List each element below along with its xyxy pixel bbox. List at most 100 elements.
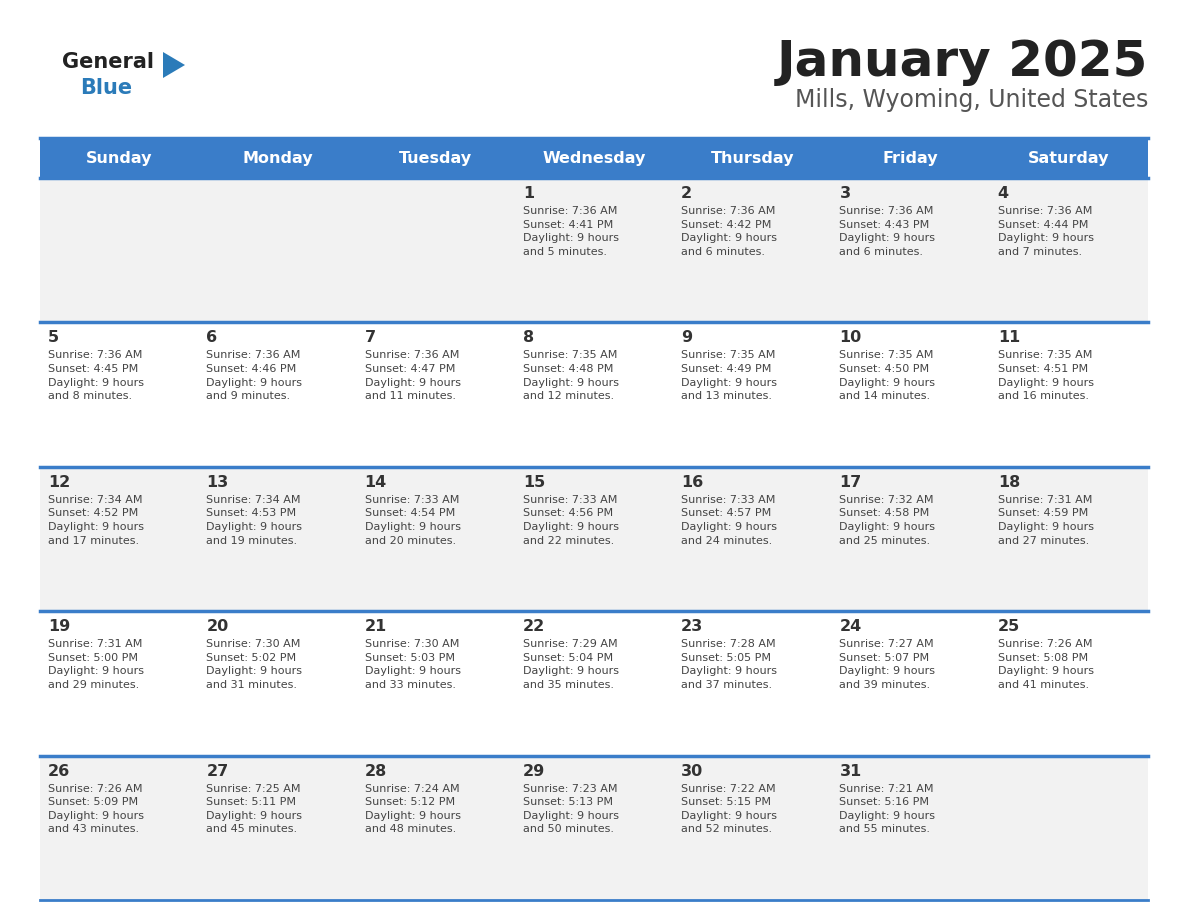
Text: 23: 23 <box>681 620 703 634</box>
Text: Blue: Blue <box>80 78 132 98</box>
Text: 12: 12 <box>48 475 70 490</box>
Text: Thursday: Thursday <box>710 151 794 165</box>
Text: Sunrise: 7:23 AM
Sunset: 5:13 PM
Daylight: 9 hours
and 50 minutes.: Sunrise: 7:23 AM Sunset: 5:13 PM Dayligh… <box>523 784 619 834</box>
Text: Sunrise: 7:30 AM
Sunset: 5:02 PM
Daylight: 9 hours
and 31 minutes.: Sunrise: 7:30 AM Sunset: 5:02 PM Dayligh… <box>207 639 302 690</box>
Text: 15: 15 <box>523 475 545 490</box>
Bar <box>674 611 832 756</box>
Text: Sunrise: 7:36 AM
Sunset: 4:45 PM
Daylight: 9 hours
and 8 minutes.: Sunrise: 7:36 AM Sunset: 4:45 PM Dayligh… <box>48 351 144 401</box>
Text: 5: 5 <box>48 330 59 345</box>
Text: Sunrise: 7:28 AM
Sunset: 5:05 PM
Daylight: 9 hours
and 37 minutes.: Sunrise: 7:28 AM Sunset: 5:05 PM Dayligh… <box>681 639 777 690</box>
Bar <box>832 138 990 178</box>
Text: 25: 25 <box>998 620 1020 634</box>
Bar <box>514 322 674 466</box>
Text: 2: 2 <box>681 186 693 201</box>
Text: Sunrise: 7:35 AM
Sunset: 4:48 PM
Daylight: 9 hours
and 12 minutes.: Sunrise: 7:35 AM Sunset: 4:48 PM Dayligh… <box>523 351 619 401</box>
Bar <box>40 322 198 466</box>
Bar <box>40 138 198 178</box>
Bar <box>832 178 990 322</box>
Text: Sunrise: 7:33 AM
Sunset: 4:56 PM
Daylight: 9 hours
and 22 minutes.: Sunrise: 7:33 AM Sunset: 4:56 PM Dayligh… <box>523 495 619 545</box>
Bar <box>990 466 1148 611</box>
Bar <box>356 756 514 900</box>
Text: 18: 18 <box>998 475 1020 490</box>
Text: Sunrise: 7:29 AM
Sunset: 5:04 PM
Daylight: 9 hours
and 35 minutes.: Sunrise: 7:29 AM Sunset: 5:04 PM Dayligh… <box>523 639 619 690</box>
Text: Tuesday: Tuesday <box>399 151 473 165</box>
Text: Monday: Monday <box>242 151 312 165</box>
Text: Sunrise: 7:24 AM
Sunset: 5:12 PM
Daylight: 9 hours
and 48 minutes.: Sunrise: 7:24 AM Sunset: 5:12 PM Dayligh… <box>365 784 461 834</box>
Text: 20: 20 <box>207 620 228 634</box>
Text: 30: 30 <box>681 764 703 778</box>
Text: Sunrise: 7:36 AM
Sunset: 4:41 PM
Daylight: 9 hours
and 5 minutes.: Sunrise: 7:36 AM Sunset: 4:41 PM Dayligh… <box>523 206 619 257</box>
Bar <box>40 178 198 322</box>
Text: Sunrise: 7:25 AM
Sunset: 5:11 PM
Daylight: 9 hours
and 45 minutes.: Sunrise: 7:25 AM Sunset: 5:11 PM Dayligh… <box>207 784 302 834</box>
Bar <box>198 466 356 611</box>
Text: Friday: Friday <box>883 151 939 165</box>
Text: 19: 19 <box>48 620 70 634</box>
Bar <box>198 756 356 900</box>
Text: 9: 9 <box>681 330 693 345</box>
Bar <box>674 756 832 900</box>
Text: 11: 11 <box>998 330 1020 345</box>
Bar <box>40 611 198 756</box>
Text: Sunrise: 7:35 AM
Sunset: 4:49 PM
Daylight: 9 hours
and 13 minutes.: Sunrise: 7:35 AM Sunset: 4:49 PM Dayligh… <box>681 351 777 401</box>
Text: 22: 22 <box>523 620 545 634</box>
Text: 28: 28 <box>365 764 387 778</box>
Text: Sunrise: 7:30 AM
Sunset: 5:03 PM
Daylight: 9 hours
and 33 minutes.: Sunrise: 7:30 AM Sunset: 5:03 PM Dayligh… <box>365 639 461 690</box>
Text: Wednesday: Wednesday <box>542 151 646 165</box>
Text: Sunrise: 7:35 AM
Sunset: 4:50 PM
Daylight: 9 hours
and 14 minutes.: Sunrise: 7:35 AM Sunset: 4:50 PM Dayligh… <box>840 351 935 401</box>
Bar <box>356 466 514 611</box>
Bar <box>674 178 832 322</box>
Bar <box>514 138 674 178</box>
Text: Sunrise: 7:34 AM
Sunset: 4:53 PM
Daylight: 9 hours
and 19 minutes.: Sunrise: 7:34 AM Sunset: 4:53 PM Dayligh… <box>207 495 302 545</box>
Bar <box>198 178 356 322</box>
Bar <box>356 611 514 756</box>
Bar <box>40 466 198 611</box>
Bar <box>198 322 356 466</box>
Text: Sunrise: 7:36 AM
Sunset: 4:43 PM
Daylight: 9 hours
and 6 minutes.: Sunrise: 7:36 AM Sunset: 4:43 PM Dayligh… <box>840 206 935 257</box>
Text: 1: 1 <box>523 186 533 201</box>
Bar <box>356 178 514 322</box>
Text: Sunrise: 7:33 AM
Sunset: 4:54 PM
Daylight: 9 hours
and 20 minutes.: Sunrise: 7:33 AM Sunset: 4:54 PM Dayligh… <box>365 495 461 545</box>
Bar <box>40 756 198 900</box>
Text: Sunrise: 7:33 AM
Sunset: 4:57 PM
Daylight: 9 hours
and 24 minutes.: Sunrise: 7:33 AM Sunset: 4:57 PM Dayligh… <box>681 495 777 545</box>
Text: Sunrise: 7:26 AM
Sunset: 5:09 PM
Daylight: 9 hours
and 43 minutes.: Sunrise: 7:26 AM Sunset: 5:09 PM Dayligh… <box>48 784 144 834</box>
Bar <box>990 322 1148 466</box>
Text: 21: 21 <box>365 620 387 634</box>
Bar <box>198 611 356 756</box>
Bar <box>356 138 514 178</box>
Bar <box>832 756 990 900</box>
Text: 13: 13 <box>207 475 228 490</box>
Text: Mills, Wyoming, United States: Mills, Wyoming, United States <box>795 88 1148 112</box>
Text: 17: 17 <box>840 475 861 490</box>
Bar <box>832 466 990 611</box>
Text: Sunrise: 7:31 AM
Sunset: 4:59 PM
Daylight: 9 hours
and 27 minutes.: Sunrise: 7:31 AM Sunset: 4:59 PM Dayligh… <box>998 495 1094 545</box>
Bar <box>198 138 356 178</box>
Text: Sunrise: 7:36 AM
Sunset: 4:44 PM
Daylight: 9 hours
and 7 minutes.: Sunrise: 7:36 AM Sunset: 4:44 PM Dayligh… <box>998 206 1094 257</box>
Text: 10: 10 <box>840 330 861 345</box>
Text: January 2025: January 2025 <box>777 38 1148 86</box>
Text: Sunrise: 7:31 AM
Sunset: 5:00 PM
Daylight: 9 hours
and 29 minutes.: Sunrise: 7:31 AM Sunset: 5:00 PM Dayligh… <box>48 639 144 690</box>
Text: Sunrise: 7:21 AM
Sunset: 5:16 PM
Daylight: 9 hours
and 55 minutes.: Sunrise: 7:21 AM Sunset: 5:16 PM Dayligh… <box>840 784 935 834</box>
Text: 27: 27 <box>207 764 228 778</box>
Polygon shape <box>163 52 185 78</box>
Text: 26: 26 <box>48 764 70 778</box>
Bar <box>990 138 1148 178</box>
Text: 14: 14 <box>365 475 387 490</box>
Bar <box>674 322 832 466</box>
Bar <box>674 466 832 611</box>
Text: General: General <box>62 52 154 72</box>
Bar <box>356 322 514 466</box>
Text: Sunrise: 7:27 AM
Sunset: 5:07 PM
Daylight: 9 hours
and 39 minutes.: Sunrise: 7:27 AM Sunset: 5:07 PM Dayligh… <box>840 639 935 690</box>
Text: Saturday: Saturday <box>1028 151 1110 165</box>
Text: Sunrise: 7:35 AM
Sunset: 4:51 PM
Daylight: 9 hours
and 16 minutes.: Sunrise: 7:35 AM Sunset: 4:51 PM Dayligh… <box>998 351 1094 401</box>
Text: Sunrise: 7:34 AM
Sunset: 4:52 PM
Daylight: 9 hours
and 17 minutes.: Sunrise: 7:34 AM Sunset: 4:52 PM Dayligh… <box>48 495 144 545</box>
Text: 7: 7 <box>365 330 375 345</box>
Text: Sunrise: 7:26 AM
Sunset: 5:08 PM
Daylight: 9 hours
and 41 minutes.: Sunrise: 7:26 AM Sunset: 5:08 PM Dayligh… <box>998 639 1094 690</box>
Text: 6: 6 <box>207 330 217 345</box>
Bar <box>832 611 990 756</box>
Bar <box>832 322 990 466</box>
Bar <box>514 466 674 611</box>
Text: Sunrise: 7:36 AM
Sunset: 4:46 PM
Daylight: 9 hours
and 9 minutes.: Sunrise: 7:36 AM Sunset: 4:46 PM Dayligh… <box>207 351 302 401</box>
Bar <box>990 178 1148 322</box>
Text: 4: 4 <box>998 186 1009 201</box>
Text: 31: 31 <box>840 764 861 778</box>
